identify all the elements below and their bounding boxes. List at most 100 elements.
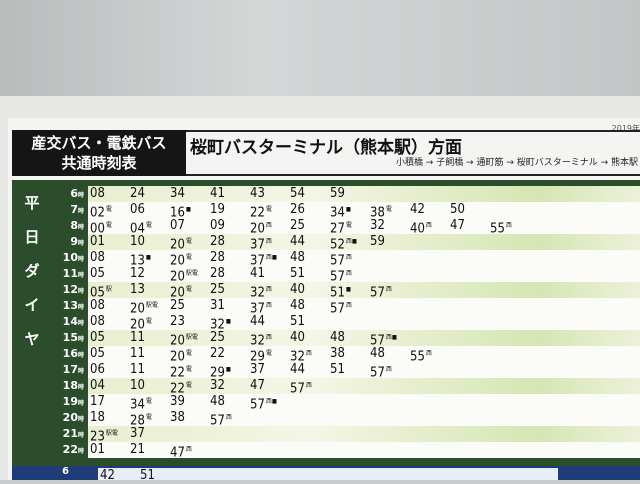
minute-value: 20	[250, 220, 265, 236]
departure-time: 31	[208, 298, 248, 314]
route-mark: 西	[385, 365, 392, 373]
operator-box: 産交バス・電鉄バス 共通時刻表	[12, 130, 186, 176]
hour-label: 11時	[52, 265, 88, 282]
hour-suffix: 時	[77, 399, 84, 407]
departure-time: 52西■	[328, 234, 368, 252]
departure-time: 20電	[168, 282, 208, 300]
hour-value: 22	[62, 442, 78, 456]
minute-value: 10	[130, 377, 145, 393]
minutes-cell: 01 21 47西	[88, 441, 640, 460]
departure-time: 20駅電	[168, 266, 208, 284]
hour-label: 15時	[52, 329, 88, 346]
minute-value: 28	[210, 265, 225, 281]
hour-value: 12	[62, 282, 78, 296]
minute-value: 25	[290, 217, 305, 233]
route-mark: 電	[185, 381, 192, 389]
minute-value: 22	[250, 204, 265, 220]
departure-time: 24	[128, 186, 168, 202]
departure-time: 59	[368, 234, 408, 250]
route-mark: 駅電	[105, 429, 118, 437]
hour-label: 10時	[52, 249, 88, 266]
departure-time: 20西	[248, 218, 288, 236]
departure-time: 38	[168, 410, 208, 426]
minute-value: 22	[170, 380, 185, 396]
route-mark: 電	[105, 205, 112, 213]
minute-value: 13	[130, 281, 145, 297]
departure-time: 48	[328, 330, 368, 346]
departure-time: 47西	[168, 442, 208, 460]
minute-value: 05	[90, 284, 105, 300]
minute-value: 43	[250, 185, 265, 201]
route-mark: 駅電	[185, 269, 198, 277]
minute-value: 51	[330, 361, 345, 377]
minute-value: 37	[250, 236, 265, 252]
departure-time: 05	[88, 266, 128, 282]
minute-value: 57	[330, 252, 345, 268]
departure-time: 26	[288, 202, 328, 218]
departure-time: 57西■	[368, 330, 408, 348]
departure-time: 32西	[288, 346, 328, 364]
minute-value: 20	[170, 284, 185, 300]
route-mark: ■	[185, 205, 191, 213]
hour-value: 10	[62, 250, 78, 264]
minute-value: 28	[210, 233, 225, 249]
departure-time: 59	[328, 186, 368, 202]
departure-time: 34電	[128, 394, 168, 412]
weekday-char: 日	[24, 228, 40, 246]
minute-value: 24	[130, 185, 145, 201]
departure-time: 20電	[168, 234, 208, 252]
minute-value: 19	[210, 201, 225, 217]
minute-value: 34	[130, 396, 145, 412]
hour-label: 9時	[52, 233, 88, 250]
minute-value: 38	[170, 409, 185, 425]
hour-suffix: 時	[77, 367, 84, 375]
minute-value: 22	[210, 345, 225, 361]
minute-value: 32	[250, 332, 265, 348]
weekday-char: ダ	[24, 262, 40, 280]
minutes-cell: 08 13■ 20電 28 37西■ 48 57西	[88, 249, 640, 268]
minute-value: 25	[210, 281, 225, 297]
departure-time: 10	[128, 378, 168, 394]
departure-time: 44	[288, 234, 328, 250]
minute-value: 48	[210, 393, 225, 409]
route-mark: 西	[185, 445, 192, 453]
weekday-label: 平日ダイヤ	[12, 186, 52, 466]
departure-time: 10	[128, 234, 168, 250]
weekday-char: ヤ	[24, 330, 40, 348]
hour-value: 6	[70, 186, 78, 200]
hour-value: 19	[62, 394, 78, 408]
departure-time: 22電	[248, 202, 288, 220]
minutes-cell: 23駅電 37	[88, 425, 640, 444]
hour-suffix: 時	[77, 447, 84, 455]
departure-time: 28	[208, 250, 248, 266]
departure-time: 29電	[248, 346, 288, 364]
minute-value: 20	[170, 252, 185, 268]
departure-time: 22電	[168, 378, 208, 396]
route-mark: 電	[185, 365, 192, 373]
next-hour-label: 6	[62, 466, 69, 477]
route-mark: 西	[265, 221, 272, 229]
route-mark: 西	[305, 381, 312, 389]
route-stops: 小積橋 → 子飼橋 → 通町筋 → 桜町バスターミナル → 熊本駅	[395, 158, 638, 168]
departure-time: 32西	[248, 330, 288, 348]
minute-value: 16	[170, 204, 185, 220]
hour-value: 14	[62, 314, 78, 328]
minute-value: 20	[170, 348, 185, 364]
minute-value: 38	[370, 204, 385, 220]
hour-label: 18時	[52, 377, 88, 394]
minute-value: 05	[90, 329, 105, 345]
minute-value: 37	[250, 252, 265, 268]
minute-value: 32	[210, 377, 225, 393]
hour-suffix: 時	[77, 271, 84, 279]
departure-time: 34	[168, 186, 208, 202]
departure-time: 07	[168, 218, 208, 234]
departure-time: 57西	[368, 282, 408, 300]
minute-value: 32	[370, 217, 385, 233]
minutes-cell: 01 10 20電 28 37西 44 52西■ 59	[88, 233, 640, 252]
operator-name: 産交バス・電鉄バス	[31, 134, 167, 152]
minute-value: 38	[330, 345, 345, 361]
route-mark: 西	[505, 221, 512, 229]
route-mark: 西	[385, 285, 392, 293]
hour-value: 16	[62, 346, 78, 360]
minute-value: 44	[290, 233, 305, 249]
